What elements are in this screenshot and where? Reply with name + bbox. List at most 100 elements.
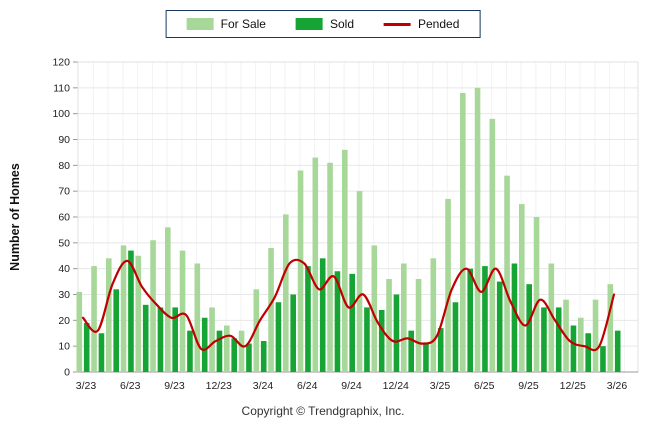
bar-for-sale-5/24 bbox=[283, 214, 289, 372]
y-tick-label: 40 bbox=[58, 263, 70, 275]
bar-sold-12/25 bbox=[570, 325, 577, 372]
bar-sold-7/24 bbox=[319, 258, 326, 372]
x-tick-label: 9/25 bbox=[518, 380, 539, 392]
bar-for-sale-1/24 bbox=[224, 325, 230, 372]
bar-sold-8/24 bbox=[334, 271, 341, 372]
bar-for-sale-1/25 bbox=[401, 263, 407, 372]
bar-for-sale-4/23 bbox=[91, 266, 97, 372]
bar-sold-9/23 bbox=[172, 307, 178, 372]
bar-sold-12/24 bbox=[393, 294, 400, 372]
bar-sold-3/24 bbox=[260, 341, 267, 372]
bar-for-sale-5/25 bbox=[460, 93, 466, 372]
sold-swatch-icon bbox=[295, 18, 323, 30]
y-tick-label: 30 bbox=[58, 289, 70, 301]
bar-for-sale-12/23 bbox=[209, 307, 215, 372]
bar-for-sale-7/24 bbox=[312, 157, 319, 372]
legend-label-sold: Sold bbox=[329, 17, 355, 31]
x-tick-label: 9/23 bbox=[164, 380, 185, 392]
bar-for-sale-11/25 bbox=[548, 263, 555, 372]
bar-for-sale-6/24 bbox=[297, 170, 304, 372]
bar-for-sale-10/25 bbox=[533, 217, 540, 372]
x-tick-label: 3/26 bbox=[607, 380, 628, 392]
bar-for-sale-9/24 bbox=[342, 149, 348, 372]
bar-sold-7/23 bbox=[142, 304, 149, 372]
bar-for-sale-4/24 bbox=[268, 248, 274, 372]
bar-sold-9/25 bbox=[526, 284, 532, 372]
bar-sold-12/23 bbox=[216, 330, 223, 372]
bar-sold-1/26 bbox=[585, 333, 591, 372]
bar-sold-2/25 bbox=[423, 343, 429, 372]
y-tick-label: 20 bbox=[58, 315, 70, 327]
bar-for-sale-12/24 bbox=[386, 279, 392, 372]
y-tick-label: 110 bbox=[53, 82, 70, 94]
bar-sold-9/24 bbox=[349, 273, 355, 372]
y-tick-label: 90 bbox=[58, 134, 70, 146]
pended-line bbox=[81, 258, 616, 352]
bar-for-sale-10/24 bbox=[356, 191, 363, 372]
legend-item-pended: Pended bbox=[384, 17, 459, 31]
bar-for-sale-2/26 bbox=[592, 299, 599, 372]
bar-for-sale-3/26 bbox=[607, 284, 614, 372]
x-tick-label: 12/23 bbox=[206, 380, 232, 392]
y-tick-label: 80 bbox=[58, 160, 70, 172]
bar-for-sale-7/25 bbox=[489, 118, 496, 372]
x-tick-label: 12/25 bbox=[560, 380, 586, 392]
bar-sold-1/25 bbox=[408, 330, 414, 372]
bar-sold-4/23 bbox=[98, 333, 105, 372]
bar-for-sale-11/24 bbox=[371, 245, 378, 372]
bar-for-sale-7/23 bbox=[135, 255, 142, 372]
bar-for-sale-8/25 bbox=[504, 175, 510, 372]
bar-sold-6/23 bbox=[128, 250, 134, 372]
bar-for-sale-8/23 bbox=[150, 240, 156, 372]
copyright-text: Copyright © Trendgraphix, Inc. bbox=[241, 404, 405, 418]
bar-sold-11/24 bbox=[378, 310, 385, 372]
x-tick-label: 3/24 bbox=[253, 380, 274, 392]
for-sale-swatch-icon bbox=[186, 18, 214, 30]
bar-for-sale-3/25 bbox=[430, 258, 437, 372]
bar-sold-4/25 bbox=[452, 302, 459, 372]
y-tick-label: 60 bbox=[58, 212, 70, 224]
bar-sold-10/24 bbox=[364, 307, 370, 372]
bar-sold-1/24 bbox=[231, 338, 237, 372]
y-tick-label: 10 bbox=[58, 341, 70, 353]
bar-sold-5/24 bbox=[290, 294, 296, 372]
bar-sold-7/25 bbox=[496, 281, 503, 372]
x-tick-label: 3/25 bbox=[430, 380, 451, 392]
bar-sold-11/23 bbox=[201, 317, 208, 372]
bar-for-sale-4/25 bbox=[445, 198, 451, 372]
y-axis-title: Number of Homes bbox=[8, 163, 22, 271]
bar-for-sale-11/23 bbox=[194, 263, 201, 372]
bar-for-sale-2/25 bbox=[415, 279, 422, 372]
bar-for-sale-2/24 bbox=[238, 330, 245, 372]
bar-for-sale-9/25 bbox=[519, 204, 525, 372]
bar-sold-3/26 bbox=[614, 330, 621, 372]
bar-sold-3/23 bbox=[83, 322, 90, 372]
bar-for-sale-8/24 bbox=[327, 162, 333, 372]
bar-sold-6/24 bbox=[305, 266, 311, 372]
bar-sold-5/25 bbox=[467, 268, 473, 372]
bar-sold-10/23 bbox=[187, 330, 193, 372]
bar-sold-6/25 bbox=[482, 266, 488, 372]
bar-for-sale-10/23 bbox=[179, 250, 186, 372]
bar-for-sale-6/25 bbox=[474, 87, 481, 372]
y-tick-label: 50 bbox=[58, 237, 70, 249]
bar-sold-4/24 bbox=[275, 302, 282, 372]
bar-sold-11/25 bbox=[555, 307, 562, 372]
bar-sold-2/24 bbox=[246, 343, 252, 372]
bar-for-sale-6/23 bbox=[120, 245, 127, 372]
y-tick-label: 70 bbox=[58, 186, 70, 198]
bar-sold-5/23 bbox=[113, 289, 119, 372]
bar-sold-10/25 bbox=[541, 307, 547, 372]
y-tick-label: 100 bbox=[52, 108, 70, 120]
bar-for-sale-3/23 bbox=[76, 291, 83, 372]
bar-sold-3/25 bbox=[437, 328, 444, 372]
legend-label-pended: Pended bbox=[418, 17, 460, 31]
pended-line-swatch-icon bbox=[384, 22, 412, 26]
x-tick-label: 12/24 bbox=[383, 380, 409, 392]
bar-for-sale-3/24 bbox=[253, 289, 260, 372]
chart-legend: For Sale Sold Pended bbox=[165, 10, 481, 38]
x-tick-label: 9/24 bbox=[341, 380, 362, 392]
bar-for-sale-9/23 bbox=[165, 227, 171, 372]
x-tick-label: 6/24 bbox=[297, 380, 318, 392]
